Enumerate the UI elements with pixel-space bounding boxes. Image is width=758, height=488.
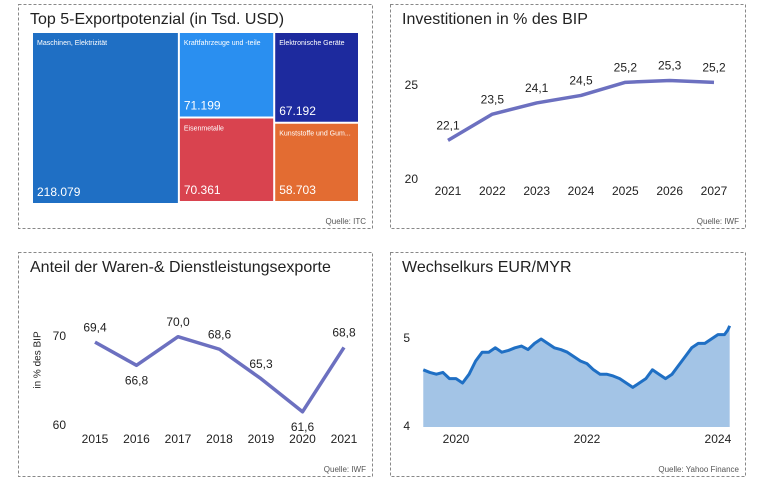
y-tick-label: 20	[405, 172, 419, 186]
y-axis-title: in % des BIP	[33, 331, 44, 389]
data-label: 24,5	[569, 74, 593, 88]
panel	[390, 252, 746, 477]
x-tick-label: 2018	[206, 432, 233, 446]
x-tick-label: 2023	[523, 184, 550, 198]
x-tick-label: 2021	[331, 432, 358, 446]
source-note: Quelle: Yahoo Finance	[658, 465, 739, 474]
x-tick-label: 2016	[123, 432, 150, 446]
data-label: 23,5	[481, 92, 505, 106]
data-label: 22,1	[436, 119, 460, 133]
tile-label: Eisenmetalle	[184, 125, 224, 132]
treemap-tile	[179, 33, 274, 117]
treemap-tile	[33, 33, 178, 203]
x-tick-label: 2019	[248, 432, 275, 446]
x-tick-label: 2027	[701, 184, 728, 198]
chart-title: Anteil der Waren-& Dienstleistungsexport…	[30, 259, 331, 276]
x-tick-label: 2026	[656, 184, 683, 198]
data-label: 68,8	[332, 326, 356, 340]
y-tick-label: 5	[403, 331, 410, 345]
data-label: 25,3	[658, 59, 682, 73]
chart-title: Top 5-Exportpotenzial (in Tsd. USD)	[30, 11, 284, 28]
x-tick-label: 2022	[574, 432, 601, 446]
source-note: Quelle: IWF	[697, 217, 739, 226]
x-tick-label: 2017	[165, 432, 192, 446]
tile-value: 70.361	[184, 183, 221, 197]
tile-label: Maschinen, Elektrizität	[37, 40, 107, 47]
tile-value: 218.079	[37, 185, 81, 199]
panel	[18, 252, 373, 477]
y-tick-label: 60	[53, 418, 67, 432]
data-label: 68,6	[208, 327, 232, 341]
x-tick-label: 2025	[612, 184, 639, 198]
panel	[390, 4, 746, 229]
data-label: 65,3	[249, 357, 273, 371]
tile-value: 58.703	[279, 183, 316, 197]
data-label: 61,6	[291, 420, 315, 434]
x-tick-label: 2020	[443, 432, 470, 446]
y-tick-label: 70	[53, 329, 67, 343]
tile-value: 71.199	[184, 99, 221, 113]
panel	[18, 4, 373, 229]
data-label: 25,2	[702, 61, 726, 75]
data-label: 25,2	[614, 61, 638, 75]
tile-label: Kunststoffe und Gum...	[279, 131, 351, 138]
line	[94, 334, 346, 414]
x-tick-label: 2020	[289, 432, 316, 446]
treemap-tile	[275, 123, 358, 201]
line	[447, 78, 715, 142]
x-tick-label: 2024	[568, 184, 595, 198]
tile-value: 67.192	[279, 104, 316, 118]
data-label: 24,1	[525, 81, 549, 95]
tile-label: Kraftfahrzeuge und -teile	[184, 40, 261, 47]
data-label: 70,0	[166, 315, 190, 329]
treemap-tile	[179, 118, 274, 201]
x-tick-label: 2015	[82, 432, 109, 446]
tile-label: Elektronische Geräte	[279, 40, 344, 47]
chart-title: Wechselkurs EUR/MYR	[402, 259, 572, 276]
source-note: Quelle: ITC	[326, 217, 367, 226]
line	[422, 325, 732, 389]
data-label: 66,8	[125, 373, 149, 387]
chart-title: Investitionen in % des BIP	[402, 11, 588, 28]
treemap-tile	[275, 33, 358, 122]
x-tick-label: 2022	[479, 184, 506, 198]
y-tick-label: 4	[403, 419, 410, 433]
source-note: Quelle: IWF	[324, 465, 366, 474]
y-tick-label: 25	[405, 78, 419, 92]
x-tick-label: 2024	[705, 432, 732, 446]
x-tick-label: 2021	[435, 184, 462, 198]
data-label: 69,4	[83, 320, 107, 334]
